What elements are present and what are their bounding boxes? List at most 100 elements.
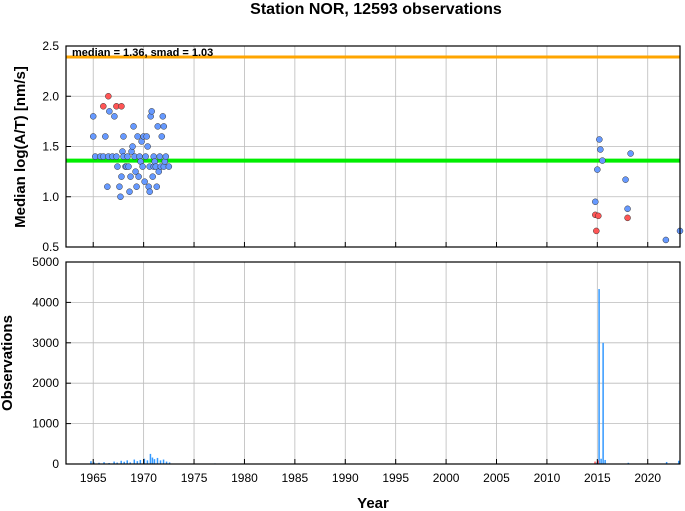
- observation-bar: [126, 460, 128, 464]
- observation-bar-red: [597, 460, 599, 464]
- median-point: [120, 133, 127, 140]
- median-y-tick-label: 2.5: [42, 39, 59, 53]
- median-point: [160, 123, 168, 130]
- observation-bar: [168, 462, 171, 464]
- median-point: [154, 123, 161, 130]
- observations-y-axis-label: Observations: [0, 315, 16, 411]
- observation-bar: [627, 462, 630, 464]
- median-panel: 0.5 1.0 1.5 2.0 2.5 median = 1.36, smad = 1.…: [12, 39, 684, 254]
- median-point: [144, 143, 151, 150]
- observations-y-tick-label: 1000: [32, 417, 59, 431]
- median-ticks: 0.5 1.0 1.5 2.0 2.5: [42, 39, 649, 254]
- median-point: [104, 183, 111, 190]
- median-point: [153, 183, 160, 190]
- observation-bar: [139, 459, 142, 464]
- median-point: [129, 143, 136, 150]
- median-y-tick-label: 0.5: [42, 240, 59, 254]
- x-tick-label: 1975: [181, 471, 208, 485]
- observation-bar: [159, 460, 162, 464]
- median-point-red: [105, 93, 112, 100]
- observation-bar: [162, 459, 165, 464]
- median-point-red: [593, 227, 600, 235]
- observations-y-tick-label: 2000: [32, 376, 59, 390]
- observation-bar: [136, 461, 139, 464]
- chart-title: Station NOR, 12593 observations: [250, 1, 502, 18]
- observations-y-tick-label: 0: [52, 457, 59, 471]
- observations-panel: 1965 1970 1975 1980 1985 1990 1995 2000 2005 2010…: [0, 255, 681, 511]
- observation-bar: [165, 461, 168, 464]
- median-point: [662, 236, 670, 244]
- median-point: [622, 176, 629, 183]
- median-point: [118, 173, 125, 180]
- observation-bar: [600, 458, 602, 464]
- median-point: [125, 163, 132, 170]
- observation-bar: [146, 460, 149, 464]
- median-point: [156, 153, 164, 160]
- median-point: [139, 163, 146, 170]
- median-point: [162, 153, 170, 160]
- observations-plot-frame: [65, 261, 681, 465]
- median-point: [130, 123, 137, 130]
- median-y-axis-label: Median log(A/T) [nm/s]: [12, 66, 29, 228]
- median-point-red: [118, 103, 125, 110]
- median-y-tick-label: 1.5: [42, 140, 59, 154]
- observation-bar: [665, 461, 668, 464]
- observation-bar: [604, 459, 606, 464]
- observations-plot-area: [66, 262, 680, 464]
- observation-bar: [120, 460, 122, 464]
- median-point: [132, 168, 139, 175]
- median-point: [592, 198, 599, 206]
- median-point: [149, 173, 156, 180]
- observation-bar: [602, 342, 604, 464]
- observation-bar: [143, 458, 146, 464]
- x-axis-label: Year: [357, 495, 389, 511]
- median-point: [141, 178, 148, 185]
- observation-bar: [103, 462, 105, 464]
- observation-bar: [156, 457, 159, 464]
- observation-bar: [149, 453, 152, 464]
- observation-bar: [113, 461, 115, 464]
- median-point: [124, 153, 131, 160]
- median-point-red: [100, 103, 107, 110]
- median-point: [111, 113, 118, 120]
- observation-bar: [598, 289, 600, 464]
- x-tick-label: 1970: [130, 471, 157, 485]
- observation-bar: [151, 457, 154, 464]
- median-y-tick-label: 1.0: [42, 190, 59, 204]
- reference-lines: [66, 55, 680, 163]
- observation-bar: [677, 460, 680, 464]
- median-point: [599, 157, 606, 164]
- x-tick-label: 1985: [282, 471, 309, 485]
- x-tick-label: 1965: [80, 471, 107, 485]
- median-point-red: [624, 214, 631, 222]
- x-tick-label: 2005: [483, 471, 510, 485]
- median-point: [89, 113, 97, 120]
- median-point: [624, 205, 631, 213]
- x-tick-label: 1990: [332, 471, 359, 485]
- x-tick-label: 2000: [433, 471, 460, 485]
- observation-bar: [93, 462, 95, 464]
- x-tick-label: 2020: [634, 471, 661, 485]
- median-point: [596, 136, 603, 143]
- median-point: [158, 133, 166, 140]
- median-annotation: median = 1.36, smad = 1.03: [72, 47, 213, 59]
- x-tick-label: 2010: [534, 471, 561, 485]
- observation-bar: [90, 461, 92, 464]
- median-point: [126, 188, 133, 195]
- median-point: [142, 153, 149, 160]
- median-point: [143, 133, 150, 140]
- median-point: [148, 108, 155, 115]
- observations-y-tick-label: 4000: [32, 295, 59, 309]
- median-point: [165, 163, 173, 170]
- median-point: [133, 183, 140, 190]
- median-point: [135, 173, 142, 180]
- observations-y-tick-label: 3000: [32, 336, 59, 350]
- median-point: [627, 150, 634, 157]
- observation-bar: [98, 462, 100, 464]
- median-point: [117, 193, 124, 200]
- median-point: [102, 133, 109, 140]
- x-tick-label: 2015: [584, 471, 611, 485]
- median-y-tick-label: 2.0: [42, 89, 59, 103]
- median-point-red: [595, 212, 602, 220]
